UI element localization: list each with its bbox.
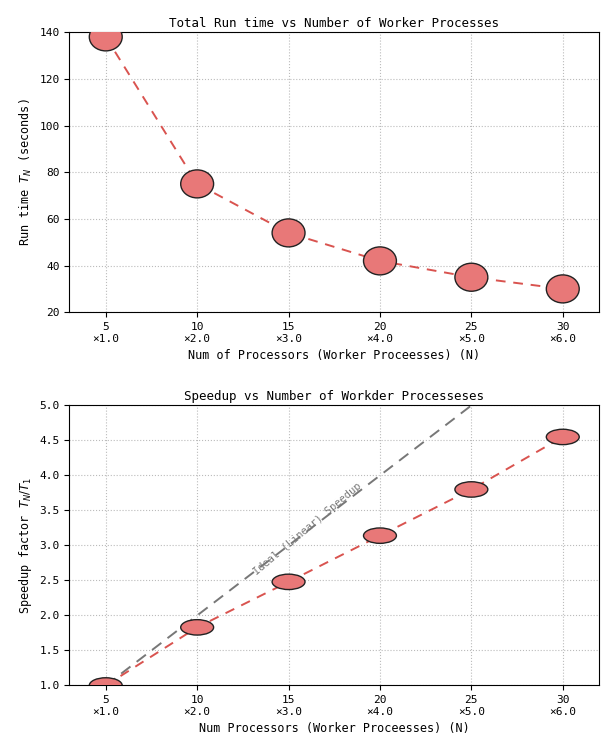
Ellipse shape <box>89 23 122 51</box>
Title: Total Run time vs Number of Worker Processes: Total Run time vs Number of Worker Proce… <box>169 17 499 29</box>
Y-axis label: Speedup factor $T_N/T_1$: Speedup factor $T_N/T_1$ <box>17 477 34 614</box>
Ellipse shape <box>363 528 397 544</box>
X-axis label: Num of Processors (Worker Proceesses) (N): Num of Processors (Worker Proceesses) (N… <box>188 349 480 362</box>
Ellipse shape <box>363 247 397 275</box>
Title: Speedup vs Number of Workder Processeses: Speedup vs Number of Workder Processeses <box>184 390 484 403</box>
Ellipse shape <box>180 620 214 635</box>
Ellipse shape <box>455 482 488 497</box>
Ellipse shape <box>89 678 122 693</box>
Ellipse shape <box>272 574 305 590</box>
Ellipse shape <box>546 429 579 444</box>
X-axis label: Num Processors (Worker Proceesses) (N): Num Processors (Worker Proceesses) (N) <box>199 723 469 735</box>
Ellipse shape <box>455 263 488 291</box>
Y-axis label: Run time $T_N$ (seconds): Run time $T_N$ (seconds) <box>18 99 34 246</box>
Ellipse shape <box>272 219 305 247</box>
Ellipse shape <box>546 275 579 303</box>
Text: Ideal (Linear) Speedup: Ideal (Linear) Speedup <box>252 481 364 577</box>
Ellipse shape <box>180 170 214 198</box>
